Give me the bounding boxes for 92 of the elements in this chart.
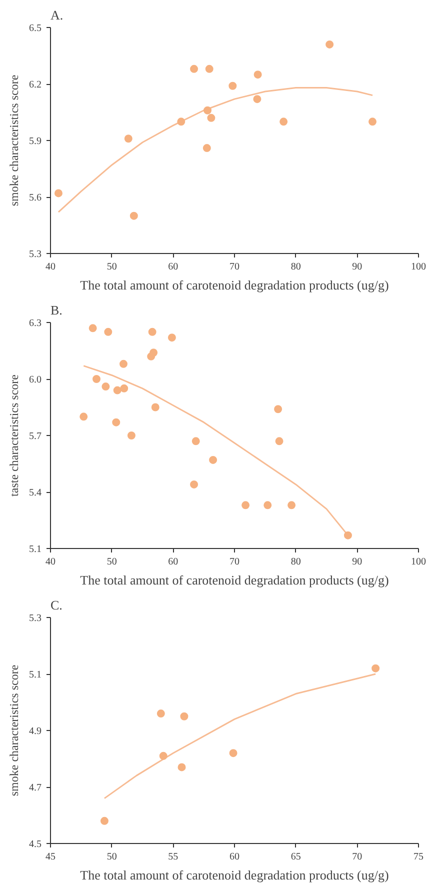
x-tick-label: 40: [46, 262, 56, 272]
x-tick-label: 50: [106, 556, 117, 568]
point: [180, 712, 188, 720]
point: [190, 64, 198, 73]
y-tick-label: 6.5: [29, 23, 42, 34]
point: [326, 40, 334, 48]
point: [119, 360, 128, 368]
point: [104, 328, 112, 336]
point: [229, 749, 238, 758]
x-tick-label: 40: [46, 556, 56, 568]
y-tick-label: 5.7: [29, 431, 42, 442]
x-tick-label: 55: [168, 852, 178, 862]
y-tick-label: 4.7: [29, 782, 42, 794]
point: [202, 144, 211, 152]
point: [274, 405, 282, 414]
chart-title: B.: [50, 302, 62, 318]
point: [177, 118, 186, 126]
x-axis-title: The total amount of carotenoid degradation products (ug/g): [80, 868, 389, 882]
y-axis-title: smoke characteristics score: [7, 74, 21, 206]
point: [130, 212, 138, 220]
point: [368, 118, 376, 126]
x-tick-label: 70: [352, 852, 362, 862]
y-tick-label: 5.3: [29, 249, 42, 260]
point: [80, 412, 88, 421]
x-tick-label: 50: [106, 262, 117, 272]
y-tick-label: 5.1: [29, 670, 42, 680]
y-tick-label: 5.6: [29, 192, 42, 204]
x-tick-label: 50: [106, 852, 117, 862]
x-tick-label: 60: [230, 852, 240, 862]
point: [102, 382, 110, 391]
y-axis-title: smoke characteristics score: [7, 664, 21, 796]
point: [204, 106, 212, 114]
point: [275, 437, 284, 446]
point: [120, 384, 128, 392]
y-tick-label: 5.1: [29, 544, 42, 555]
point: [54, 189, 62, 198]
x-tick-label: 70: [230, 556, 240, 568]
point: [178, 763, 186, 772]
point: [127, 432, 136, 440]
line-series: [104, 673, 376, 800]
point: [344, 531, 352, 540]
point: [100, 816, 108, 825]
point: [151, 403, 160, 412]
y-tick-label: 6.0: [29, 374, 42, 386]
point: [242, 501, 250, 510]
point: [124, 134, 132, 143]
point: [280, 118, 288, 126]
x-tick-label: 65: [290, 852, 301, 862]
x-tick-label: 90: [352, 556, 362, 568]
point: [228, 82, 237, 90]
y-tick-label: 6.3: [29, 318, 42, 329]
x-axis-title: The total amount of carotenoid degradation products (ug/g): [80, 278, 389, 292]
y-tick-label: 4.9: [29, 726, 42, 737]
point: [190, 480, 198, 488]
point: [156, 710, 165, 718]
point: [112, 418, 120, 426]
point: [150, 348, 158, 357]
point: [264, 501, 272, 510]
x-tick-label: 45: [46, 852, 56, 862]
point: [113, 386, 122, 394]
chart-title: C.: [50, 598, 62, 612]
point: [205, 64, 214, 73]
point: [148, 328, 156, 336]
x-axis-title: The total amount of carotenoid degradation products (ug/g): [80, 572, 389, 588]
point: [372, 664, 380, 672]
y-axis-title: taste characteristics score: [7, 374, 21, 496]
point: [192, 437, 200, 446]
point: [254, 70, 262, 79]
x-tick-label: 80: [290, 556, 301, 568]
x-tick-label: 100: [411, 262, 426, 272]
x-tick-label: 75: [414, 852, 424, 862]
x-tick-label: 90: [352, 262, 362, 272]
point: [209, 456, 218, 464]
y-tick-label: 6.2: [29, 80, 42, 90]
point: [207, 114, 216, 122]
y-tick-label: 5.9: [29, 136, 42, 147]
chart-title: A.: [50, 8, 64, 22]
x-tick-label: 100: [411, 556, 426, 568]
point: [168, 334, 176, 342]
y-tick-label: 5.3: [29, 613, 42, 624]
point: [288, 501, 296, 510]
point: [92, 375, 100, 383]
line-series: [58, 87, 374, 213]
point: [159, 752, 168, 760]
x-tick-label: 60: [168, 262, 178, 272]
x-tick-label: 70: [230, 262, 240, 272]
x-tick-label: 60: [168, 556, 178, 568]
y-tick-label: 5.4: [29, 488, 42, 498]
point: [88, 324, 97, 332]
point: [253, 95, 262, 104]
x-tick-label: 80: [290, 262, 301, 272]
y-tick-label: 4.5: [29, 839, 42, 850]
